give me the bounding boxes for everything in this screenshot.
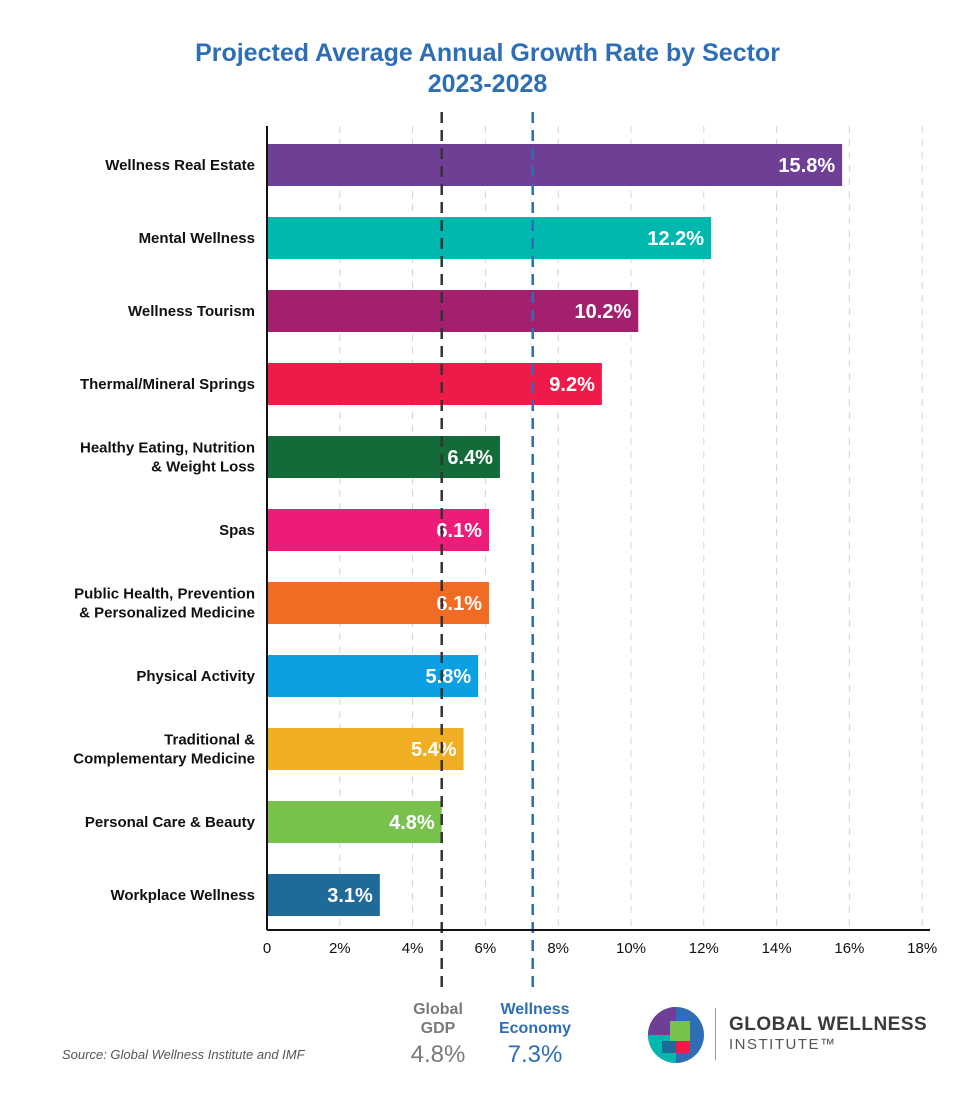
category-label: & Personalized Medicine — [79, 605, 255, 622]
bar-value-label: 15.8% — [778, 155, 835, 177]
category-label: & Weight Loss — [151, 459, 255, 476]
gdp-reference-value: 4.8% — [410, 1041, 466, 1068]
x-tick-label: 14% — [762, 940, 792, 957]
bar-value-label: 5.4% — [411, 739, 457, 761]
x-tick-label: 10% — [616, 940, 646, 957]
wellness-economy-label-line-1: Wellness — [500, 1001, 570, 1018]
wellness-economy-reference-value: 7.3% — [507, 1041, 563, 1068]
chart-title: Projected Average Annual Growth Rate by … — [0, 38, 975, 100]
bar-value-label: 5.8% — [426, 666, 472, 688]
bar-value-label: 4.8% — [389, 812, 435, 834]
gdp-reference-label: Global GDP — [398, 1000, 478, 1038]
bar-value-label: 3.1% — [327, 885, 373, 907]
brand-subname: INSTITUTE™ — [729, 1036, 837, 1053]
bar — [267, 582, 490, 624]
x-tick-label: 8% — [547, 940, 569, 957]
category-label: Spas — [219, 522, 255, 539]
bar — [267, 290, 639, 332]
wellness-economy-label-line-2: Economy — [498, 1020, 571, 1037]
gdp-label-line-1: Global — [413, 1001, 463, 1018]
bar-value-label: 12.2% — [647, 228, 704, 250]
x-tick-label: 0 — [263, 940, 271, 957]
x-tick-label: 12% — [689, 940, 719, 957]
bar — [267, 509, 490, 551]
chart-title-line-2: 2023-2028 — [427, 70, 548, 98]
x-tick-label: 16% — [834, 940, 864, 957]
gwi-logo-icon — [648, 1007, 704, 1063]
x-tick-label: 2% — [329, 940, 351, 957]
category-label: Wellness Real Estate — [105, 157, 255, 174]
category-label: Wellness Tourism — [128, 303, 255, 320]
bar — [267, 144, 843, 186]
category-label: Public Health, Prevention — [74, 586, 255, 603]
bar — [267, 363, 602, 405]
bar — [267, 728, 464, 770]
bar-value-label: 6.1% — [436, 593, 482, 615]
category-label: Healthy Eating, Nutrition — [80, 440, 255, 457]
bar-value-label: 6.1% — [436, 520, 482, 542]
x-tick-label: 6% — [475, 940, 497, 957]
logo-divider — [715, 1008, 716, 1060]
bar-chart: 15.8% Wellness Real Estate 12.2% Mental Wel… — [73, 112, 937, 988]
chart-title-line-1: Projected Average Annual Growth Rate by … — [195, 39, 780, 67]
bar-value-label: 10.2% — [575, 301, 632, 323]
gdp-label-line-2: GDP — [420, 1020, 456, 1037]
x-tick-label: 18% — [907, 940, 937, 957]
x-tick-label: 4% — [402, 940, 424, 957]
category-label: Personal Care & Beauty — [85, 814, 256, 831]
wellness-economy-reference-label: Wellness Economy — [487, 1000, 583, 1038]
category-label: Thermal/Mineral Springs — [80, 376, 255, 393]
brand-name: GLOBAL WELLNESS — [729, 1014, 928, 1035]
category-label: Physical Activity — [136, 668, 255, 685]
source-note: Source: Global Wellness Institute and IM… — [62, 1047, 305, 1062]
category-label: Traditional & — [164, 732, 255, 749]
bar — [267, 874, 380, 916]
bar-value-label: 9.2% — [549, 374, 595, 396]
bar — [267, 217, 712, 259]
bar-value-label: 6.4% — [447, 447, 493, 469]
bar — [267, 801, 442, 843]
category-label: Workplace Wellness — [110, 887, 255, 904]
bar — [267, 436, 500, 478]
category-label: Mental Wellness — [139, 230, 255, 247]
category-label: Complementary Medicine — [73, 751, 255, 768]
